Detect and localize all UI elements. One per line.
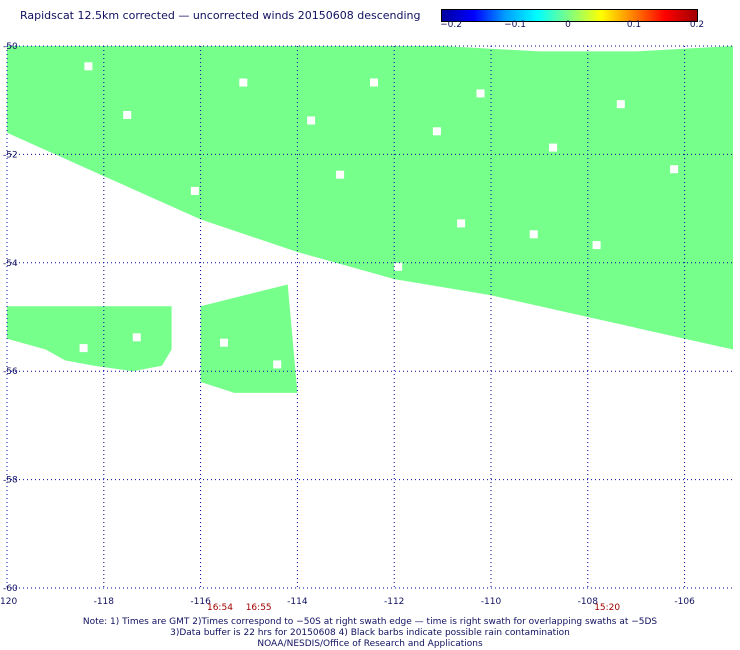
data-gap [457, 219, 466, 228]
data-gap [670, 165, 679, 174]
latitude-label: -60 [3, 584, 18, 594]
data-gap [394, 262, 403, 271]
data-gap [239, 78, 248, 87]
data-gap [190, 186, 199, 195]
colorbar [441, 9, 698, 22]
data-gap [307, 116, 316, 125]
wind-swath-patch [7, 306, 172, 372]
longitude-label: -108 [578, 597, 599, 607]
longitude-label: -110 [481, 597, 502, 607]
data-gap [220, 338, 228, 347]
longitude-label: -116 [190, 597, 211, 607]
wind-swath [7, 46, 733, 350]
colorbar-label: 0 [565, 20, 571, 30]
swath-time-label: 16:54 [207, 603, 233, 613]
swath-time-label: 16:55 [246, 603, 272, 613]
latitude-label: -56 [3, 367, 18, 377]
longitude-label: -106 [674, 597, 695, 607]
latitude-label: -50 [3, 42, 18, 52]
latitude-label: -54 [3, 259, 18, 269]
colorbar-label: −0.2 [440, 20, 462, 30]
data-gap [592, 241, 601, 250]
data-gap [432, 127, 441, 136]
wind-swath-patch [200, 284, 298, 393]
colorbar-label: 0.1 [626, 20, 642, 30]
data-gap [370, 78, 378, 87]
longitude-label: -120 [0, 597, 17, 607]
data-gap [79, 344, 88, 353]
swath-time-label: 15:20 [594, 603, 620, 613]
map-title: Rapidscat 12.5km corrected — uncorrected… [20, 9, 421, 22]
data-gap [476, 89, 485, 98]
latitude-label: -58 [3, 476, 18, 486]
data-gap [123, 111, 132, 119]
note-line: Note: 1) Times are GMT 2)Times correspon… [82, 617, 658, 627]
note-line: NOAA/NESDIS/Office of Research and Appli… [257, 639, 483, 649]
data-gap [616, 100, 625, 109]
latitude-label: -52 [3, 150, 18, 160]
data-gap [273, 360, 282, 369]
data-gap [529, 230, 538, 239]
data-gap [336, 170, 345, 179]
longitude-label: -118 [94, 597, 115, 607]
colorbar-label: −0.1 [504, 20, 526, 30]
colorbar-label: 0.2 [689, 20, 705, 30]
longitude-label: -114 [287, 597, 308, 607]
data-gap [84, 62, 93, 71]
data-gap [549, 143, 558, 152]
note-line: 3)Data buffer is 22 hrs for 20150608 4) … [170, 628, 570, 638]
data-gap [132, 333, 141, 342]
longitude-label: -112 [384, 597, 404, 607]
